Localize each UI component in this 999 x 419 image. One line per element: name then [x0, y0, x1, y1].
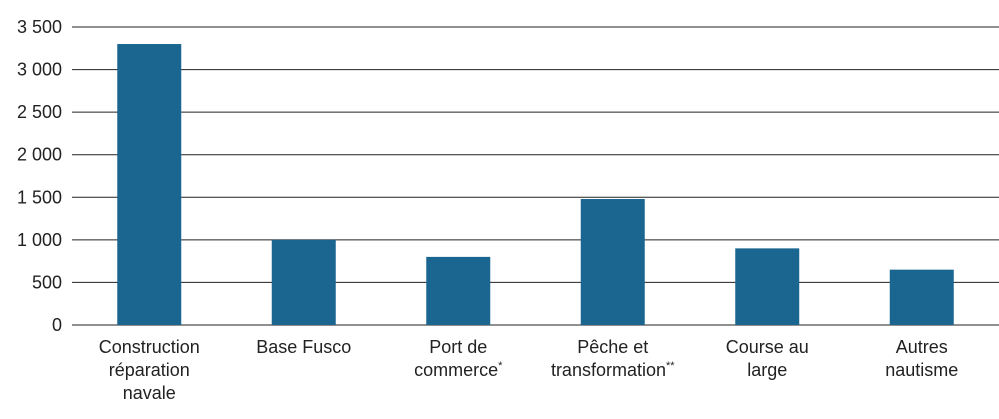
bar: [735, 248, 800, 325]
x-tick-label: Base Fusco: [256, 337, 351, 357]
y-tick-label: 1 000: [17, 230, 62, 250]
bar: [889, 269, 954, 325]
bar: [580, 198, 645, 325]
y-tick-label: 0: [52, 315, 62, 335]
x-tick-label: Port de commerce*: [414, 337, 503, 380]
x-tick-label: Construction réparation navale: [99, 337, 200, 403]
y-tick-label: 1 500: [17, 187, 62, 207]
bar: [271, 239, 336, 325]
y-tick-label: 3 000: [17, 60, 62, 80]
x-tick-label: Course au large: [726, 337, 809, 380]
y-tick-label: 2 500: [17, 102, 62, 122]
x-tick-label: Pêche et transformation**: [551, 337, 675, 380]
y-tick-label: 3 500: [17, 17, 62, 37]
y-tick-label: 2 000: [17, 145, 62, 165]
bar: [426, 256, 491, 325]
bar: [117, 44, 182, 326]
x-tick-label: Autres nautisme: [885, 337, 958, 380]
y-tick-label: 500: [32, 272, 62, 292]
